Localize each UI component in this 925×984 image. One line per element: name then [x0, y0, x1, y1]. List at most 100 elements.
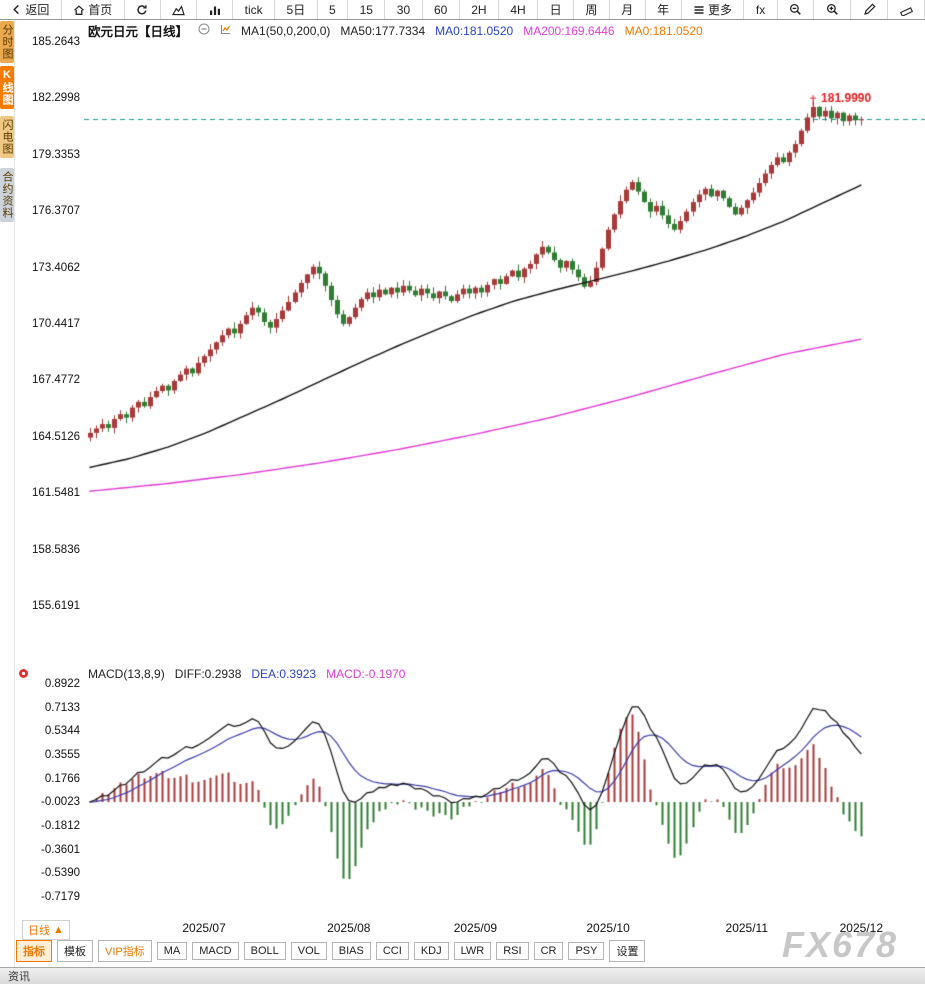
indicator-tab-MACD[interactable]: MACD [192, 942, 239, 960]
time-axis-label: 2025/08 [327, 921, 371, 935]
time-axis-label: 2025/11 [725, 921, 769, 935]
top-toolbar: 返回 首页 tick 5日 5 15 30 60 2H 4H 日 周 月 年 更多 fx [0, 0, 925, 20]
toolbar-label-period-4h: 4H [510, 2, 526, 17]
indicator-tab-BIAS[interactable]: BIAS [331, 942, 371, 960]
side-tab-lightning-chart[interactable]: 闪电图 [0, 116, 14, 158]
indicator-tab-BOLL[interactable]: BOLL [243, 942, 286, 960]
toolbar-back[interactable]: 返回 [0, 0, 62, 19]
price-axis-label: 185.2643 [32, 36, 80, 48]
toolbar-period-month[interactable]: 月 [610, 0, 646, 19]
time-axis-label: 2025/10 [586, 921, 630, 935]
toolbar-zoom-in[interactable] [814, 0, 852, 19]
indicator-tab-VIP指标[interactable]: VIP指标 [98, 940, 152, 962]
side-tab-time-chart[interactable]: 分时图 [0, 21, 14, 63]
collapse-icon[interactable] [198, 23, 210, 38]
toolbar-tick[interactable]: tick [233, 0, 276, 19]
toolbar-label-period-year: 年 [657, 3, 670, 17]
indicator-tab-设置[interactable]: 设置 [609, 940, 646, 962]
macd-value: MACD:-0.1970 [326, 667, 406, 681]
ma10-value: MA0:181.0520 [435, 23, 514, 38]
candlestick-chart[interactable] [84, 28, 925, 660]
toolbar-period-30[interactable]: 30 [385, 0, 423, 19]
toolbar-period-year[interactable]: 年 [646, 0, 682, 19]
price-axis-label: 161.5481 [32, 487, 80, 500]
indicator-tab-MA[interactable]: MA [156, 942, 188, 960]
macd-axis-label: -0.3601 [40, 843, 80, 856]
toolbar-label-period-day: 日 [549, 3, 562, 17]
menu-icon [693, 4, 705, 16]
toolbar-period-60[interactable]: 60 [423, 0, 460, 19]
indicator-tab-指标[interactable]: 指标 [16, 940, 52, 962]
price-axis-label: 182.2998 [32, 92, 80, 105]
toolbar-zoom-out[interactable] [778, 0, 815, 19]
period-label: 日线 [28, 925, 50, 937]
indicator-tab-VOL[interactable]: VOL [290, 942, 327, 960]
toolbar-volume-chart[interactable] [197, 0, 234, 19]
toolbar-period-5[interactable]: 5 [318, 0, 349, 19]
price-axis-label: 164.5126 [32, 430, 80, 443]
ma50-value: MA50:177.7334 [340, 23, 426, 38]
indicator-tab-KDJ[interactable]: KDJ [413, 942, 449, 960]
toolbar-label-period-week: 周 [585, 3, 598, 17]
ma0-value: MA0:181.0520 [624, 23, 703, 38]
toolbar-label-period-30: 30 [396, 2, 411, 17]
price-axis-label: 179.3353 [32, 148, 80, 161]
toolbar-period-week[interactable]: 周 [574, 0, 610, 19]
indicator-settings-icon[interactable] [18, 668, 29, 679]
diff-value: DIFF:0.2938 [174, 667, 242, 681]
indicator-tab-LWR[interactable]: LWR [453, 942, 492, 960]
ma200-value: MA200:169.6446 [523, 23, 615, 38]
status-bar: 资讯 [0, 967, 925, 984]
toolbar-period-2h[interactable]: 2H [460, 0, 499, 19]
pencil-icon [863, 3, 876, 16]
toolbar-period-4h[interactable]: 4H [499, 0, 539, 19]
toolbar-period-5d[interactable]: 5日 [275, 0, 318, 19]
toolbar-more[interactable]: 更多 [682, 0, 745, 19]
side-tab-kline-chart[interactable]: K线图 [0, 66, 14, 109]
ruler-icon [899, 3, 913, 16]
macd-axis-label: -0.1812 [40, 820, 80, 833]
toolbar-refresh[interactable] [125, 0, 161, 19]
refresh-icon [136, 4, 148, 16]
price-axis-label: 167.4772 [32, 374, 80, 387]
macd-axis-label: -0.5390 [40, 867, 80, 880]
macd-axis-label: 0.8922 [44, 678, 80, 690]
toolbar-fx-indicator[interactable]: fx [744, 0, 778, 19]
indicator-tab-CCI[interactable]: CCI [375, 942, 409, 960]
toolbar-measure[interactable] [888, 0, 925, 19]
news-tab[interactable]: 资讯 [8, 971, 30, 983]
price-axis-label: 176.3707 [32, 205, 80, 218]
side-tab-contract-info[interactable]: 合约资料 [0, 168, 14, 222]
macd-legend: MACD(13,8,9) DIFF:0.2938 DEA:0.3923 MACD… [88, 667, 405, 681]
dea-value: DEA:0.3923 [251, 667, 317, 681]
macd-axis-label: -0.0023 [40, 796, 80, 809]
toolbar-label-period-month: 月 [621, 3, 634, 17]
chevron-up-icon: ▲ [53, 924, 64, 936]
toolbar-area-chart[interactable] [161, 0, 198, 19]
toolbar-label-tick: tick [244, 2, 263, 17]
macd-axis-label: 0.7133 [44, 701, 80, 714]
toolbar-period-15[interactable]: 15 [348, 0, 386, 19]
indicator-tab-bar: 指标 模板 VIP指标 MA MACD BOLL VOL BIAS CCI KDJ LWR RSI CR… [16, 940, 646, 962]
macd-axis-label: -0.7179 [40, 891, 80, 904]
price-axis-label: 173.4062 [32, 261, 80, 274]
price-axis-label: 158.5836 [32, 543, 80, 556]
indicator-tab-模板[interactable]: 模板 [57, 940, 93, 962]
toolbar-home[interactable]: 首页 [62, 0, 125, 19]
home-icon [73, 4, 85, 16]
time-axis-label: 2025/09 [453, 921, 498, 935]
toolbar-label-period-5d: 5日 [286, 3, 306, 17]
macd-axis-label: 0.5344 [44, 725, 80, 738]
indicator-tab-RSI[interactable]: RSI [496, 942, 529, 960]
symbol-title: 欧元日元【日线】 [88, 25, 189, 39]
zoom-out-icon [789, 3, 802, 16]
indicator-tab-PSY[interactable]: PSY [568, 942, 605, 960]
toolbar-period-day[interactable]: 日 [538, 0, 574, 19]
indicator-tab-CR[interactable]: CR [533, 942, 564, 960]
back-arrow-icon [11, 4, 22, 15]
macd-chart[interactable] [84, 678, 925, 920]
ma-settings-icon[interactable] [220, 24, 231, 38]
toolbar-draw[interactable] [851, 0, 889, 19]
period-selector[interactable]: 日线 ▲ [22, 920, 70, 940]
